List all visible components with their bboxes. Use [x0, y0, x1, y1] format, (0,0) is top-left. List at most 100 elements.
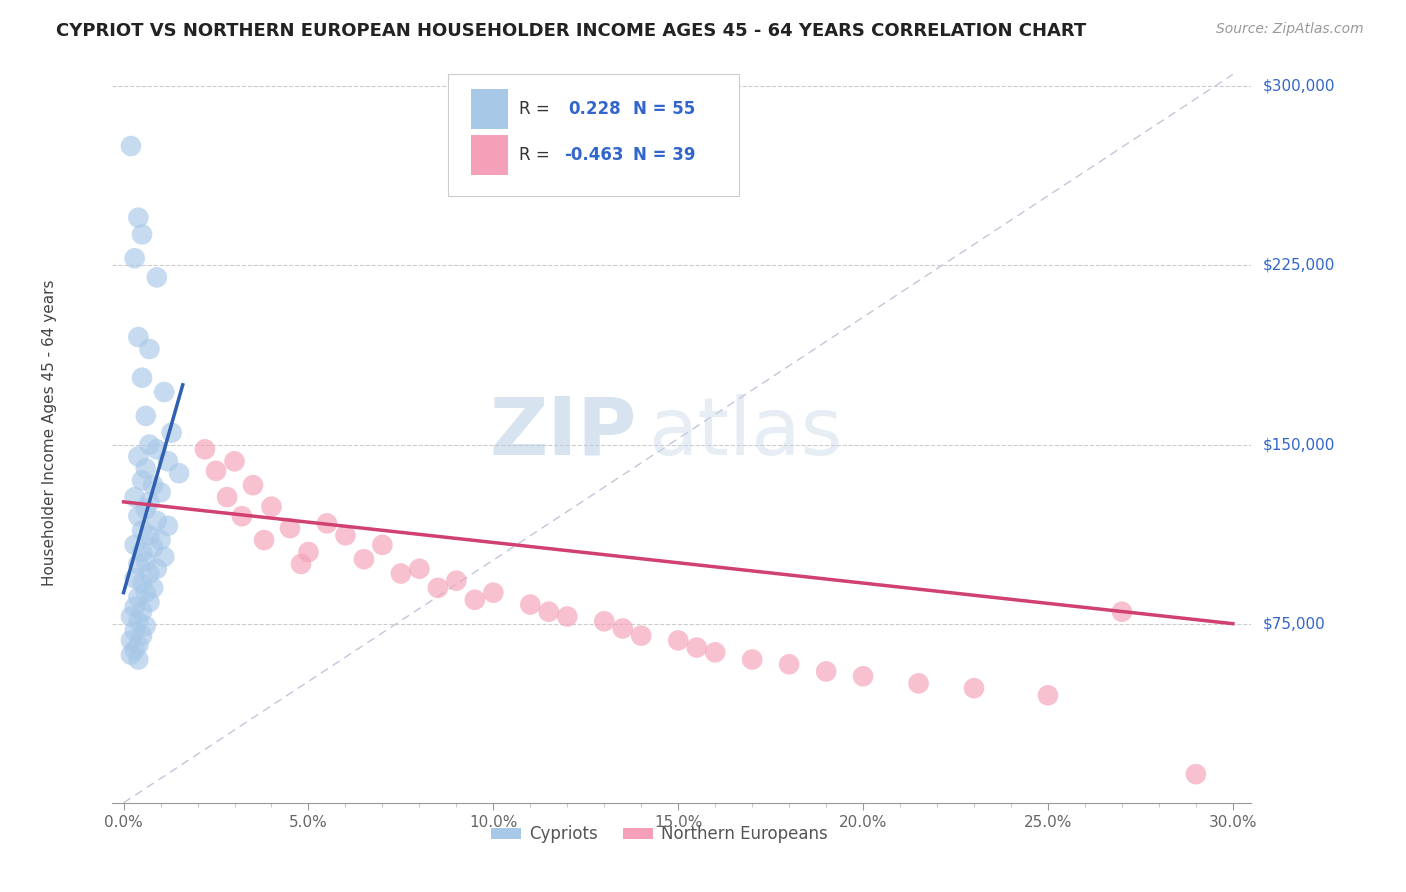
Point	[127, 638, 149, 652]
Point	[167, 467, 190, 481]
Point	[135, 502, 157, 516]
Point	[127, 211, 149, 225]
Bar	[471, 135, 508, 176]
Text: $75,000: $75,000	[1263, 616, 1326, 632]
Point	[135, 461, 157, 475]
Point	[426, 581, 449, 595]
Point	[127, 557, 149, 571]
Point	[278, 521, 301, 535]
Point	[666, 633, 689, 648]
Point	[127, 652, 149, 666]
Point	[120, 633, 142, 648]
Point	[156, 518, 179, 533]
Text: N = 55: N = 55	[633, 100, 695, 118]
Point	[408, 562, 430, 576]
Point	[146, 514, 169, 528]
Point	[194, 442, 217, 457]
Point	[142, 581, 165, 595]
Point	[120, 139, 142, 153]
Text: CYPRIOT VS NORTHERN EUROPEAN HOUSEHOLDER INCOME AGES 45 - 64 YEARS CORRELATION C: CYPRIOT VS NORTHERN EUROPEAN HOUSEHOLDER…	[56, 22, 1087, 40]
Point	[146, 562, 169, 576]
Point	[335, 528, 357, 542]
Point	[135, 555, 157, 569]
Point	[127, 330, 149, 344]
Point	[138, 342, 160, 356]
Point	[124, 538, 146, 552]
Point	[138, 528, 160, 542]
Point	[142, 478, 165, 492]
Text: $150,000: $150,000	[1263, 437, 1334, 452]
Point	[131, 576, 153, 591]
Point	[205, 464, 228, 478]
Point	[146, 270, 169, 285]
Point	[907, 676, 929, 690]
Point	[371, 538, 394, 552]
Point	[124, 643, 146, 657]
Point	[131, 545, 153, 559]
Point	[290, 557, 312, 571]
Point	[555, 609, 578, 624]
FancyBboxPatch shape	[449, 73, 740, 195]
Point	[519, 598, 541, 612]
Point	[138, 595, 160, 609]
Text: Source: ZipAtlas.com: Source: ZipAtlas.com	[1216, 22, 1364, 37]
Point	[297, 545, 319, 559]
Point	[149, 485, 172, 500]
Bar	[471, 88, 508, 129]
Point	[120, 648, 142, 662]
Point	[217, 490, 239, 504]
Point	[537, 605, 560, 619]
Point	[778, 657, 800, 672]
Point	[127, 615, 149, 629]
Point	[446, 574, 468, 588]
Text: R =: R =	[519, 100, 555, 118]
Point	[131, 524, 153, 538]
Point	[224, 454, 246, 468]
Point	[253, 533, 276, 547]
Point	[127, 509, 149, 524]
Legend: Cypriots, Northern Europeans: Cypriots, Northern Europeans	[484, 819, 834, 850]
Point	[741, 652, 763, 666]
Point	[131, 370, 153, 384]
Point	[131, 474, 153, 488]
Point	[124, 252, 146, 266]
Point	[1111, 605, 1133, 619]
Point	[146, 442, 169, 457]
Point	[1185, 767, 1208, 781]
Point	[353, 552, 375, 566]
Point	[242, 478, 264, 492]
Point	[160, 425, 183, 440]
Point	[131, 605, 153, 619]
Point	[138, 437, 160, 451]
Point	[593, 615, 616, 629]
Point	[142, 541, 165, 555]
Point	[852, 669, 875, 683]
Point	[131, 629, 153, 643]
Point	[124, 490, 146, 504]
Point	[124, 599, 146, 614]
Text: ZIP: ZIP	[489, 393, 637, 472]
Point	[389, 566, 412, 581]
Point	[135, 619, 157, 633]
Text: -0.463: -0.463	[565, 146, 624, 164]
Point	[316, 516, 339, 531]
Point	[704, 645, 727, 659]
Point	[231, 509, 253, 524]
Point	[156, 454, 179, 468]
Point	[138, 566, 160, 581]
Point	[131, 227, 153, 242]
Point	[124, 571, 146, 585]
Point	[963, 681, 986, 695]
Point	[482, 585, 505, 599]
Point	[464, 592, 486, 607]
Point	[135, 409, 157, 423]
Text: $225,000: $225,000	[1263, 258, 1334, 273]
Point	[138, 495, 160, 509]
Point	[153, 549, 176, 564]
Point	[120, 609, 142, 624]
Text: R =: R =	[519, 146, 555, 164]
Point	[149, 533, 172, 547]
Point	[153, 384, 176, 399]
Point	[260, 500, 283, 514]
Text: N = 39: N = 39	[633, 146, 696, 164]
